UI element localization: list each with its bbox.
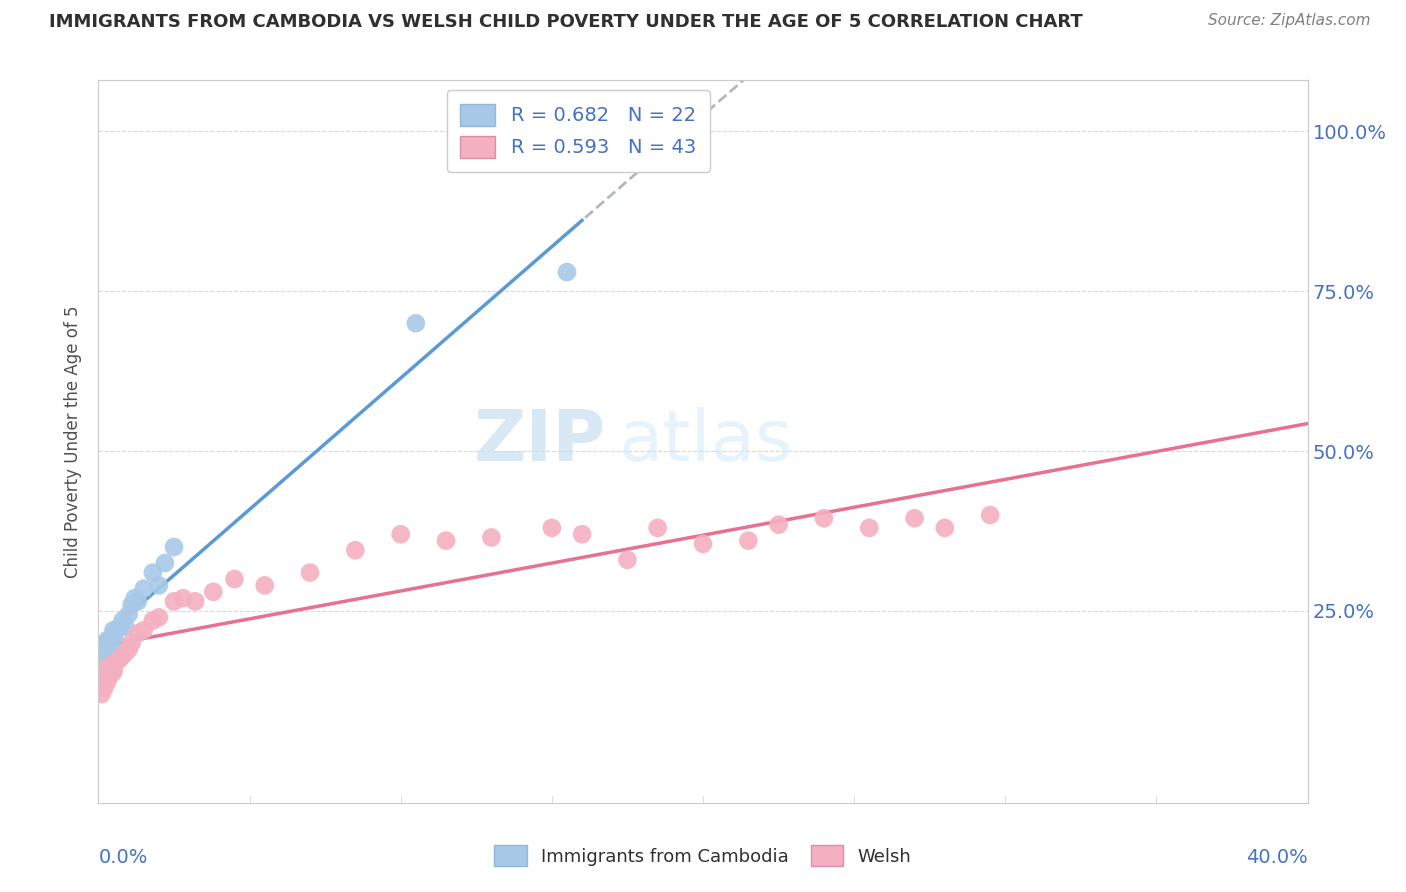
Point <box>904 511 927 525</box>
Point <box>96 674 118 689</box>
Point <box>96 639 118 653</box>
Point <box>405 316 427 330</box>
Point <box>813 511 835 525</box>
Point <box>434 533 457 548</box>
Point <box>118 607 141 622</box>
Point <box>142 566 165 580</box>
Point <box>224 572 246 586</box>
Point <box>105 636 128 650</box>
Point <box>103 623 125 637</box>
Text: ZIP: ZIP <box>474 407 606 476</box>
Point <box>768 517 790 532</box>
Point <box>555 265 578 279</box>
Point <box>540 521 562 535</box>
Point <box>253 578 276 592</box>
Point <box>114 620 136 634</box>
Point <box>979 508 1001 522</box>
Point <box>111 614 134 628</box>
Point <box>132 623 155 637</box>
Point <box>93 646 115 660</box>
Point <box>111 648 134 663</box>
Point <box>616 553 638 567</box>
Point <box>692 537 714 551</box>
Point <box>202 584 225 599</box>
Point <box>184 594 207 608</box>
Text: Source: ZipAtlas.com: Source: ZipAtlas.com <box>1208 13 1371 29</box>
Point <box>647 521 669 535</box>
Point <box>100 636 122 650</box>
Point <box>934 521 956 535</box>
Point <box>571 527 593 541</box>
Point <box>100 668 122 682</box>
Point <box>93 681 115 695</box>
Text: 40.0%: 40.0% <box>1246 847 1308 866</box>
Point <box>96 632 118 647</box>
Point <box>103 665 125 679</box>
Point <box>153 556 176 570</box>
Point <box>148 610 170 624</box>
Point <box>858 521 880 535</box>
Point <box>105 655 128 669</box>
Point <box>90 652 112 666</box>
Point <box>90 674 112 689</box>
Point <box>114 646 136 660</box>
Point <box>121 598 143 612</box>
Point <box>103 661 125 675</box>
Point <box>127 626 149 640</box>
Point <box>142 614 165 628</box>
Point <box>163 540 186 554</box>
Y-axis label: Child Poverty Under the Age of 5: Child Poverty Under the Age of 5 <box>65 305 83 578</box>
Point <box>389 527 412 541</box>
Point <box>103 626 125 640</box>
Point <box>132 582 155 596</box>
Point <box>93 665 115 679</box>
Point <box>121 636 143 650</box>
Text: IMMIGRANTS FROM CAMBODIA VS WELSH CHILD POVERTY UNDER THE AGE OF 5 CORRELATION C: IMMIGRANTS FROM CAMBODIA VS WELSH CHILD … <box>49 13 1083 31</box>
Point <box>96 661 118 675</box>
Point <box>108 620 131 634</box>
Point <box>172 591 194 606</box>
Text: 0.0%: 0.0% <box>98 847 148 866</box>
Point <box>737 533 759 548</box>
Point <box>163 594 186 608</box>
Text: atlas: atlas <box>619 407 793 476</box>
Point <box>118 642 141 657</box>
Point <box>481 531 503 545</box>
Point <box>299 566 322 580</box>
Point <box>100 658 122 673</box>
Point <box>108 652 131 666</box>
Point <box>148 578 170 592</box>
Point <box>344 543 367 558</box>
Legend: Immigrants from Cambodia, Welsh: Immigrants from Cambodia, Welsh <box>488 838 918 873</box>
Point <box>124 591 146 606</box>
Point <box>90 687 112 701</box>
Point <box>127 594 149 608</box>
